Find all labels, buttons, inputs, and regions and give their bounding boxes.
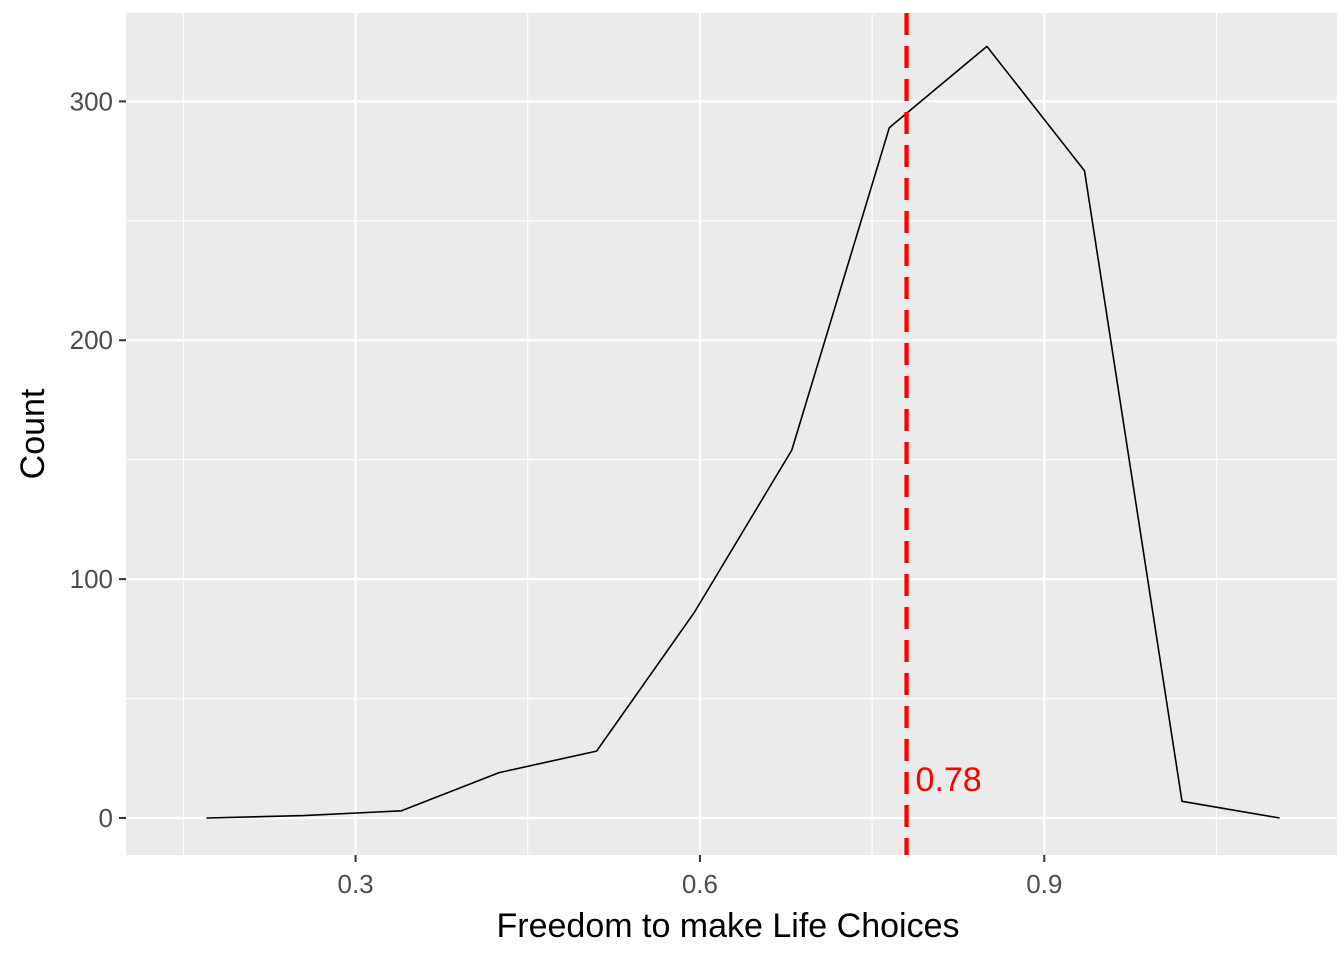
x-axis-title: Freedom to make Life Choices bbox=[497, 907, 960, 945]
y-axis-title: Count bbox=[14, 388, 52, 479]
y-tick-label: 100 bbox=[70, 564, 113, 594]
major-gridlines bbox=[126, 13, 1337, 855]
panel-background bbox=[126, 13, 1337, 855]
x-tick-label: 0.6 bbox=[682, 869, 718, 899]
x-tick-label: 0.9 bbox=[1026, 869, 1062, 899]
series-line-0 bbox=[206, 45, 1280, 819]
reference-layer: 0.78 bbox=[904, 13, 982, 855]
minor-gridlines bbox=[126, 13, 1337, 855]
y-tick-label: 300 bbox=[70, 86, 113, 116]
series-layer bbox=[206, 45, 1280, 819]
y-axis-ticks: 0 100 200 300 bbox=[70, 86, 126, 833]
x-axis-ticks: 0.3 0.6 0.9 bbox=[337, 855, 1062, 899]
y-tick-label: 0 bbox=[99, 803, 113, 833]
reference-label: 0.78 bbox=[916, 761, 982, 799]
y-tick-label: 200 bbox=[70, 325, 113, 355]
x-tick-label: 0.3 bbox=[337, 869, 373, 899]
